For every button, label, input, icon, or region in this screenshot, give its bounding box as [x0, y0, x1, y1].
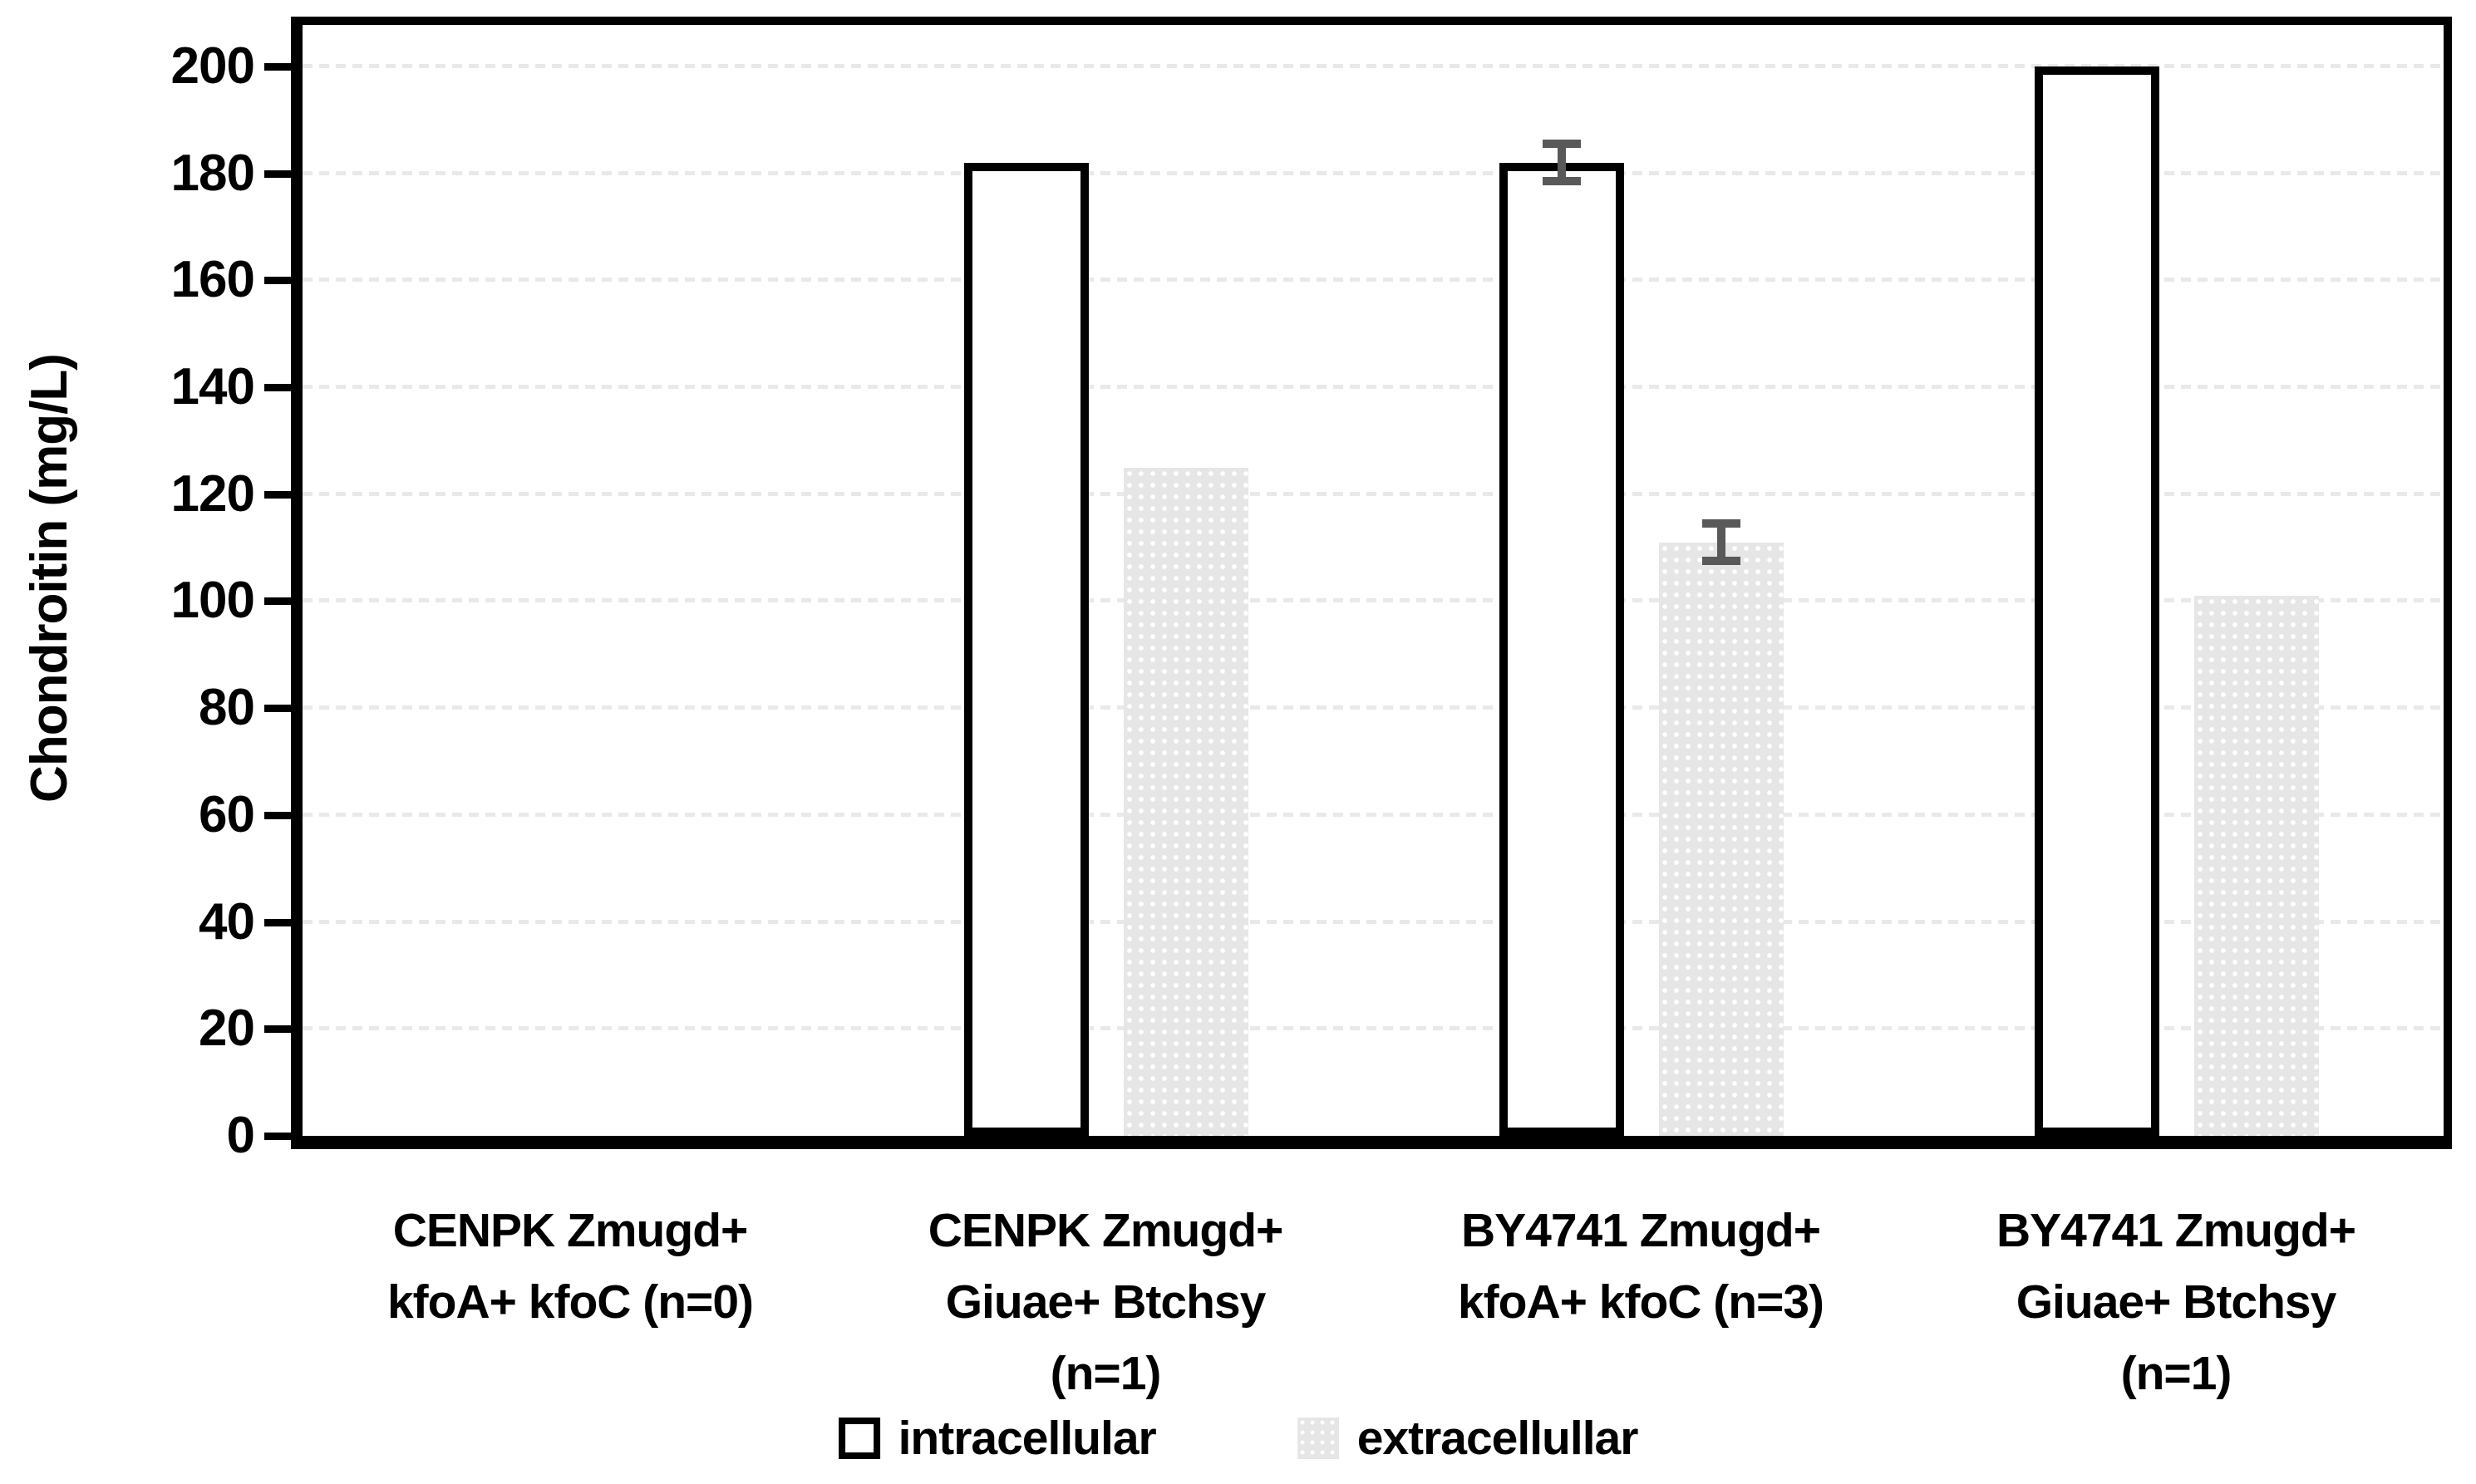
y-tick-40 [264, 919, 293, 926]
gridline-80 [303, 705, 2444, 710]
y-tick-160 [264, 277, 293, 284]
gridline-140 [303, 385, 2444, 389]
y-tick-60 [264, 812, 293, 819]
x-category-label-line: BY4741 Zmugd+ [1996, 1204, 2356, 1257]
x-category-label-3: BY4741 Zmugd+ kfoA+ kfoC (n=3) [1375, 1195, 1907, 1338]
x-category-label-line: CENPK Zmugd+ [392, 1204, 749, 1257]
error-cap-top-intracellular-group3 [1543, 140, 1581, 148]
y-tick-label-20: 20 [199, 1000, 255, 1057]
bar-intracellular-group4 [2035, 66, 2159, 1136]
legend-label-intracellular: intracellular [898, 1412, 1157, 1465]
y-tick-label-40: 40 [199, 893, 255, 951]
gridline-100 [303, 598, 2444, 602]
bar-extracellullar-group3 [1659, 543, 1784, 1136]
error-cap-bottom-extracellullar-group3 [1702, 557, 1740, 565]
x-category-label-line: (n=1) [2120, 1347, 2232, 1400]
x-category-label-1: CENPK Zmugd+ kfoA+ kfoC (n=0) [304, 1195, 836, 1338]
y-tick-100 [264, 597, 293, 605]
legend-label-extracellullar: extracellullar [1356, 1412, 1639, 1465]
y-tick-200 [264, 63, 293, 71]
gridline-120 [303, 492, 2444, 496]
y-tick-label-80: 80 [199, 679, 255, 736]
y-tick-140 [264, 384, 293, 391]
legend-swatch-intracellular [838, 1418, 880, 1459]
y-tick-label-100: 100 [170, 572, 255, 629]
error-cap-bottom-intracellular-group3 [1543, 177, 1581, 185]
y-tick-20 [264, 1025, 293, 1033]
y-tick-180 [264, 170, 293, 178]
legend: intracellular extracellullar [838, 1411, 1638, 1466]
gridline-200 [303, 64, 2444, 68]
y-tick-label-140: 140 [170, 358, 255, 415]
y-tick-0 [264, 1133, 293, 1140]
legend-item-extracellullar: extracellullar [1297, 1411, 1638, 1466]
y-tick-label-200: 200 [170, 37, 255, 95]
gridline-160 [303, 278, 2444, 282]
error-bar-extracellullar-group3 [1717, 523, 1725, 561]
bar-extracellullar-group4 [2194, 596, 2319, 1136]
x-category-label-line: BY4741 Zmugd+ [1460, 1204, 1821, 1257]
plot-area [291, 17, 2452, 1149]
x-category-label-4: BY4741 Zmugd+ Giuae+ Btchsy (n=1) [1910, 1195, 2442, 1409]
y-tick-label-0: 0 [226, 1107, 255, 1164]
y-tick-120 [264, 491, 293, 499]
error-bar-intracellular-group3 [1558, 144, 1566, 181]
y-tick-label-160: 160 [170, 251, 255, 308]
x-category-label-line: (n=1) [1050, 1347, 1162, 1400]
x-category-label-line: kfoA+ kfoC (n=3) [1457, 1275, 1824, 1329]
x-category-label-line: CENPK Zmugd+ [928, 1204, 1284, 1257]
y-tick-label-60: 60 [199, 786, 255, 843]
x-category-label-line: kfoA+ kfoC (n=0) [386, 1275, 754, 1329]
gridline-180 [303, 171, 2444, 175]
bar-intracellular-group2 [964, 163, 1089, 1136]
bar-extracellullar-group2 [1124, 468, 1248, 1136]
x-category-label-2: CENPK Zmugd+ Giuae+ Btchsy (n=1) [839, 1195, 1371, 1409]
error-cap-top-extracellullar-group3 [1702, 519, 1740, 528]
bar-intracellular-group3 [1499, 163, 1624, 1136]
y-tick-label-180: 180 [170, 145, 255, 202]
y-tick-label-120: 120 [170, 465, 255, 523]
x-category-label-line: Giuae+ Btchsy [2016, 1275, 2337, 1329]
x-category-label-line: Giuae+ Btchsy [945, 1275, 1267, 1329]
legend-item-intracellular: intracellular [838, 1411, 1157, 1466]
gridline-20 [303, 1026, 2444, 1030]
y-tick-80 [264, 705, 293, 712]
legend-swatch-extracellullar [1297, 1418, 1339, 1459]
gridline-60 [303, 813, 2444, 817]
gridline-40 [303, 920, 2444, 924]
